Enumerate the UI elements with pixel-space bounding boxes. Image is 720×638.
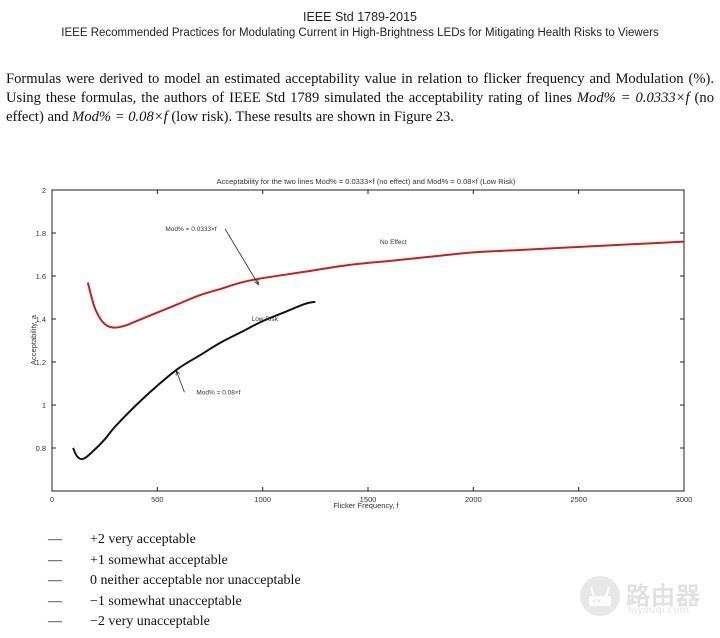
legend-item: — −2 very unacceptable xyxy=(48,612,301,633)
legend-marker: — xyxy=(48,593,62,609)
router-icon xyxy=(580,576,620,616)
acceptability-chart: Acceptability for the two lines Mod% = 0… xyxy=(29,177,693,510)
watermark-title: 路由器 xyxy=(626,582,701,610)
y-axis-label: Acceptability, a xyxy=(29,314,38,365)
chart-title: Acceptability for the two lines Mod% = 0… xyxy=(217,177,516,186)
series-line-low-risk xyxy=(72,300,316,461)
plot-area xyxy=(51,189,685,492)
chart-annotation: No Effect xyxy=(380,239,407,246)
formula-low-risk: Mod% = 0.08×f xyxy=(72,109,168,125)
legend-item: — 0 neither acceptable nor unacceptable xyxy=(48,571,301,592)
legend-item: — −1 somewhat unacceptable xyxy=(48,592,301,613)
standard-number: IEEE Std 1789-2015 xyxy=(303,10,417,24)
y-tick-label: 1.4 xyxy=(36,315,46,324)
x-axis-label: Flicker Frequency, f xyxy=(333,501,399,510)
chart-annotation: Mod% = 0.08×f xyxy=(196,389,240,396)
x-tick-label: 1500 xyxy=(360,495,377,504)
x-tick-label: 2500 xyxy=(570,495,587,504)
legend-label: −2 very unacceptable xyxy=(90,614,210,630)
annotation-arrow xyxy=(175,370,185,393)
x-tick-label: 0 xyxy=(50,495,54,504)
watermark: 路由器 luyouqi.com xyxy=(578,572,710,622)
paragraph-text-3: (low risk). These results are shown in F… xyxy=(167,109,454,125)
series-line-no-effect xyxy=(86,240,685,329)
y-tick-label: 0.8 xyxy=(36,444,46,453)
paragraph-text-2: (no effect) and xyxy=(6,90,714,125)
x-tick-label: 2000 xyxy=(465,495,482,504)
y-tick-label: 1.2 xyxy=(36,358,46,367)
legend-label: −1 somewhat unacceptable xyxy=(90,593,242,609)
legend-label: +1 somewhat acceptable xyxy=(90,552,228,568)
legend-marker: — xyxy=(48,552,62,568)
x-tick-label: 500 xyxy=(151,495,164,504)
legend-item: — +2 very acceptable xyxy=(48,530,301,551)
formula-no-effect: Mod% = 0.0333×f xyxy=(576,90,690,106)
chart-annotation: Low Risk xyxy=(252,316,279,323)
y-tick-label: 1.6 xyxy=(36,272,46,281)
document-title: IEEE Recommended Practices for Modulatin… xyxy=(61,27,659,39)
chart-annotation: Mod% = 0.0333×f xyxy=(165,226,217,233)
legend-label: 0 neither acceptable nor unacceptable xyxy=(90,573,301,589)
legend-marker: — xyxy=(48,573,62,589)
body-paragraph: Formulas were derived to model an estima… xyxy=(6,70,714,127)
x-tick-label: 3000 xyxy=(676,495,693,504)
annotation-arrow xyxy=(224,228,259,285)
legend-marker: — xyxy=(48,532,62,547)
y-tick-label: 1 xyxy=(42,401,46,410)
y-tick-label: 2 xyxy=(42,186,46,195)
x-tick-label: 1000 xyxy=(254,495,271,504)
annotation-arrowhead xyxy=(254,279,259,286)
legend-label: +2 very acceptable xyxy=(90,532,196,547)
legend-item: — +1 somewhat acceptable xyxy=(48,551,301,572)
y-tick-label: 1.8 xyxy=(36,229,46,238)
watermark-url: luyouqi.com xyxy=(628,605,690,616)
legend-marker: — xyxy=(48,614,62,630)
paragraph-text-1: Formulas were derived to model an estima… xyxy=(6,71,714,106)
rating-legend: — +2 very acceptable — +1 somewhat acceptab… xyxy=(48,530,301,633)
annotation-arrowhead xyxy=(175,369,181,376)
